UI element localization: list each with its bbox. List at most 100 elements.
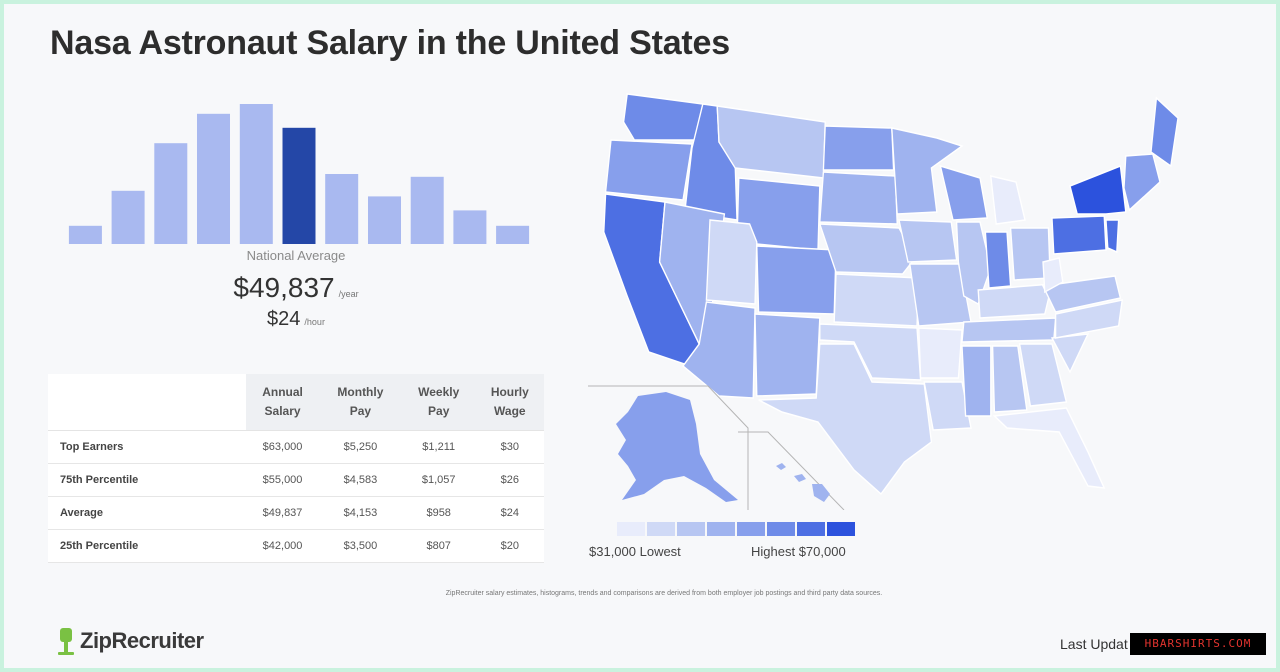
state-new-york <box>1069 164 1127 215</box>
cell-monthly: $5,250 <box>319 430 402 464</box>
hawaii-shape <box>776 463 830 502</box>
alaska-hawaii-inset <box>588 385 845 510</box>
table-row: 75th Percentile $55,000 $4,583 $1,057 $2… <box>48 463 544 497</box>
cell-monthly: $3,500 <box>319 529 402 563</box>
state-colorado <box>756 245 837 315</box>
legend-swatch <box>797 522 825 536</box>
cell-monthly: $4,583 <box>319 463 402 497</box>
salary-histogram <box>68 104 530 244</box>
histogram-bar <box>410 176 444 244</box>
table-row: Top Earners $63,000 $5,250 $1,211 $30 <box>48 430 544 464</box>
footnote: ZipRecruiter salary estimates, histogram… <box>445 590 883 597</box>
table-row: Average $49,837 $4,153 $958 $24 <box>48 496 544 530</box>
cell-weekly: $807 <box>401 529 476 563</box>
national-average-label: National Average <box>246 248 346 263</box>
state-texas <box>758 343 933 496</box>
cell-hourly: $20 <box>475 529 544 563</box>
state-new-jersey <box>1105 219 1120 254</box>
histogram-bar <box>496 225 530 244</box>
state-tennessee <box>961 317 1057 343</box>
legend-high-label: Highest $70,000 <box>751 544 846 559</box>
row-label: 75th Percentile <box>48 463 246 497</box>
legend-swatch <box>827 522 855 536</box>
state-wisconsin <box>939 164 989 221</box>
legend-swatch <box>617 522 645 536</box>
annual-unit: /year <box>338 289 359 299</box>
state-kansas <box>833 273 920 327</box>
national-average-hourly: $24/hour <box>196 308 396 331</box>
ziprecruiter-logo[interactable]: ZipRecruiter <box>56 626 204 656</box>
cell-weekly: $1,057 <box>401 463 476 497</box>
header-annual-line1: Annual <box>262 384 303 399</box>
header-annual-line2: Salary <box>264 403 301 418</box>
state-new-england <box>1123 153 1161 212</box>
state-indiana <box>984 231 1012 289</box>
row-label: Average <box>48 496 246 530</box>
header-annual-salary: Annual Salary <box>246 374 320 431</box>
table-row: 25th Percentile $42,000 $3,500 $807 $20 <box>48 529 544 563</box>
state-arkansas <box>918 327 963 379</box>
state-nebraska <box>818 223 917 275</box>
brand-name: ZipRecruiter <box>80 628 204 653</box>
header-hourly-wage: Hourly Wage <box>475 374 544 431</box>
state-kentucky <box>977 283 1053 319</box>
legend-swatch <box>767 522 795 536</box>
header-hourly-line1: Hourly <box>490 384 529 399</box>
watermark: HBARSHIRTS.COM <box>1130 633 1266 655</box>
inset-divider <box>738 431 845 510</box>
histogram-bar <box>111 190 145 244</box>
state-minnesota <box>891 127 964 215</box>
state-louisiana <box>923 381 972 431</box>
header-monthly-line2: Pay <box>349 403 372 418</box>
inset-divider <box>588 385 749 510</box>
state-virginia <box>1041 275 1122 313</box>
page-title: Nasa Astronaut Salary in the United Stat… <box>50 24 730 62</box>
state-alabama <box>991 345 1028 413</box>
header-weekly-line2: Pay <box>428 403 450 418</box>
alaska-shape <box>616 392 738 502</box>
state-west-virginia <box>1042 257 1064 294</box>
legend-swatch <box>707 522 735 536</box>
header-blank-cell <box>48 374 246 431</box>
header-monthly-line1: Monthly <box>337 384 384 399</box>
histogram-bar <box>197 113 230 244</box>
state-south-dakota <box>819 171 898 225</box>
state-oklahoma <box>819 323 922 381</box>
cell-annual: $42,000 <box>246 529 320 563</box>
header-hourly-line2: Wage <box>494 403 526 418</box>
state-georgia <box>1018 343 1068 407</box>
state-arizona <box>682 301 756 399</box>
state-washington <box>622 93 704 141</box>
ziprecruiter-mascot-icon <box>58 628 74 655</box>
state-pennsylvania <box>1051 215 1107 255</box>
row-label: 25th Percentile <box>48 529 246 563</box>
page-frame: Nasa Astronaut Salary in the United Stat… <box>4 4 1276 668</box>
state-florida <box>992 407 1106 489</box>
state-north-dakota <box>822 125 895 171</box>
legend-swatch <box>737 522 765 536</box>
map-regions <box>603 93 1179 496</box>
cell-hourly: $30 <box>475 430 544 464</box>
state-iowa <box>898 219 958 263</box>
cell-hourly: $24 <box>475 496 544 530</box>
row-label: Top Earners <box>48 430 246 464</box>
legend-swatch <box>647 522 675 536</box>
annual-value: $49,837 <box>233 272 335 303</box>
state-illinois <box>955 221 992 306</box>
cell-annual: $49,837 <box>246 496 320 530</box>
histogram-bar <box>368 196 401 244</box>
state-michigan <box>990 175 1026 225</box>
salary-table: Annual Salary Monthly Pay Weekly Pay Hourly… <box>48 374 544 563</box>
histogram-bar <box>453 210 487 244</box>
cell-weekly: $958 <box>401 496 476 530</box>
state-utah <box>705 219 758 305</box>
state-montana <box>716 105 826 179</box>
cell-monthly: $4,153 <box>319 496 402 530</box>
map-legend <box>617 522 857 536</box>
cell-weekly: $1,211 <box>401 430 476 464</box>
legend-low-label: $31,000 Lowest <box>589 544 681 559</box>
header-weekly-pay: Weekly Pay <box>401 374 476 431</box>
histogram-bar <box>154 143 188 244</box>
histogram-bar <box>239 104 273 244</box>
national-average-annual: $49,837/year <box>196 272 396 304</box>
